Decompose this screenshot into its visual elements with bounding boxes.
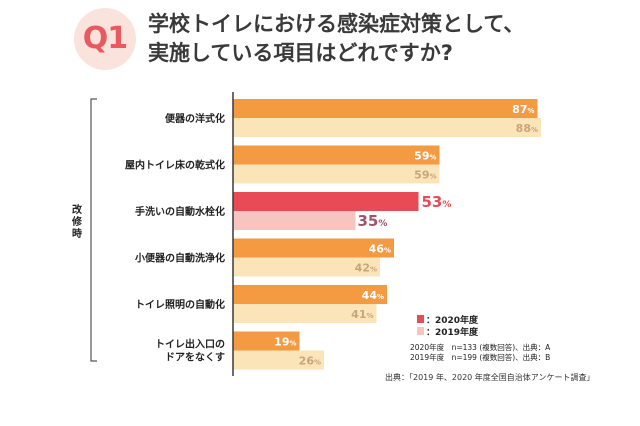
category-label: 小便器の自動洗浄化: [134, 252, 225, 265]
legend-label: ：2019年度: [426, 326, 479, 338]
category-label: トイレ出入口の: [155, 338, 225, 351]
data-label-2020: 53%: [422, 193, 452, 211]
bar-2019: [233, 164, 440, 184]
legend-swatch: [417, 315, 424, 323]
bar-2019: [233, 350, 324, 370]
legend-label: ：2020年度: [426, 314, 479, 326]
group-label-char: 修: [71, 215, 83, 228]
bar-2020: [233, 145, 440, 165]
data-label-2019: 88%: [516, 122, 538, 135]
bar-2019: [233, 118, 541, 137]
data-label-2020: 19%: [274, 336, 296, 349]
bar-2019: [233, 304, 377, 323]
bar-2019: [233, 257, 380, 277]
group-label-char: 時: [72, 227, 82, 240]
title-line-1: 学校トイレにおける感染症対策として、: [148, 12, 525, 36]
data-label-2020: 44%: [362, 289, 384, 302]
category-label: トイレ照明の自動化: [135, 298, 225, 311]
bar-2020: [233, 192, 419, 211]
group-bracket: [90, 98, 97, 362]
legend-swatch: [417, 327, 424, 335]
data-label-2019: 35%: [358, 212, 388, 230]
bar-2020: [233, 285, 387, 304]
bar-2020: [233, 238, 394, 258]
bar-2020: [233, 331, 300, 351]
data-label-2020: 59%: [414, 150, 436, 163]
bar-2020: [233, 99, 538, 118]
legend-note: 2020年度 n=133 (複数回答)、出典：A: [410, 342, 551, 352]
data-label-2020: 87%: [512, 103, 534, 116]
data-label-2019: 26%: [299, 355, 321, 368]
category-label: 手洗いの自動水栓化: [135, 205, 225, 218]
category-label: 屋内トイレ床の乾式化: [125, 159, 225, 172]
legend-note: 2019年度 n=199 (複数回答)、出典：B: [410, 352, 550, 362]
group-label-char: 改: [72, 203, 83, 216]
question-badge: Q1: [74, 8, 136, 70]
category-label: 便器の洋式化: [165, 112, 225, 125]
data-label-2019: 42%: [355, 262, 377, 275]
category-label: ドアをなくす: [165, 352, 225, 364]
title-line-2: 実施している項目はどれですか?: [148, 41, 453, 65]
data-label-2019: 59%: [414, 169, 436, 182]
question-number: Q1: [82, 21, 128, 56]
source-note: 出典：｢2019 年、2020 年度全国自治体アンケート調査｣: [385, 373, 591, 382]
data-label-2019: 41%: [351, 308, 373, 321]
chart-title: 学校トイレにおける感染症対策として、 実施している項目はどれですか?: [148, 10, 578, 68]
data-label-2020: 46%: [369, 243, 391, 256]
bar-2019: [233, 211, 356, 230]
